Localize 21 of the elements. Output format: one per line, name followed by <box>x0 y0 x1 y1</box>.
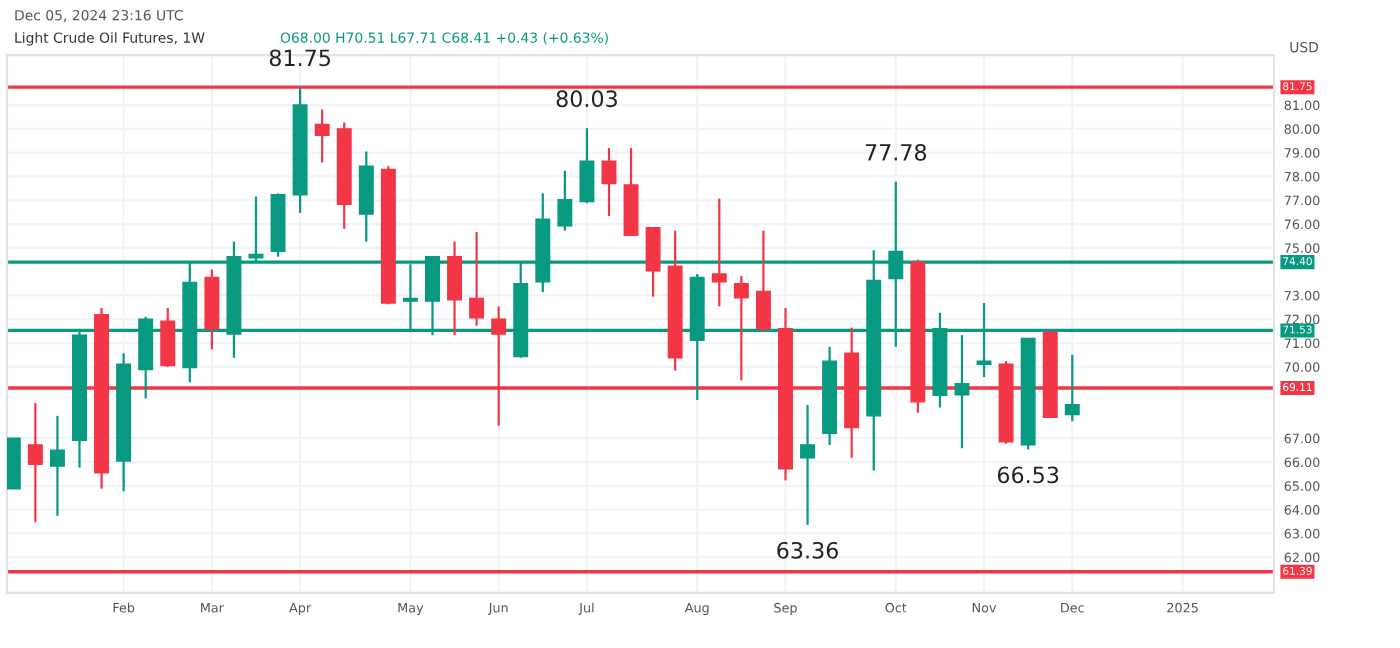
candlestick <box>1064 353 1080 423</box>
candlestick <box>27 401 43 524</box>
candlestick <box>645 226 661 298</box>
candlestick <box>358 150 374 243</box>
candlestick <box>160 306 176 368</box>
candlestick <box>557 169 573 232</box>
candlestick <box>49 414 65 517</box>
candlestick <box>601 147 617 218</box>
candlestick <box>447 240 463 337</box>
annotation: 63.36 <box>777 541 838 559</box>
annotation: 80.03 <box>556 90 617 108</box>
annotation: 77.78 <box>865 143 927 161</box>
candlestick <box>755 229 771 334</box>
annotation: 66.53 <box>997 466 1059 484</box>
candlestick <box>800 403 816 526</box>
annotation: 81.75 <box>269 49 330 67</box>
candlestick <box>314 108 330 164</box>
candlestick <box>733 274 749 382</box>
candlestick <box>579 127 595 205</box>
candlestick <box>711 197 727 308</box>
candlestick <box>469 231 485 327</box>
